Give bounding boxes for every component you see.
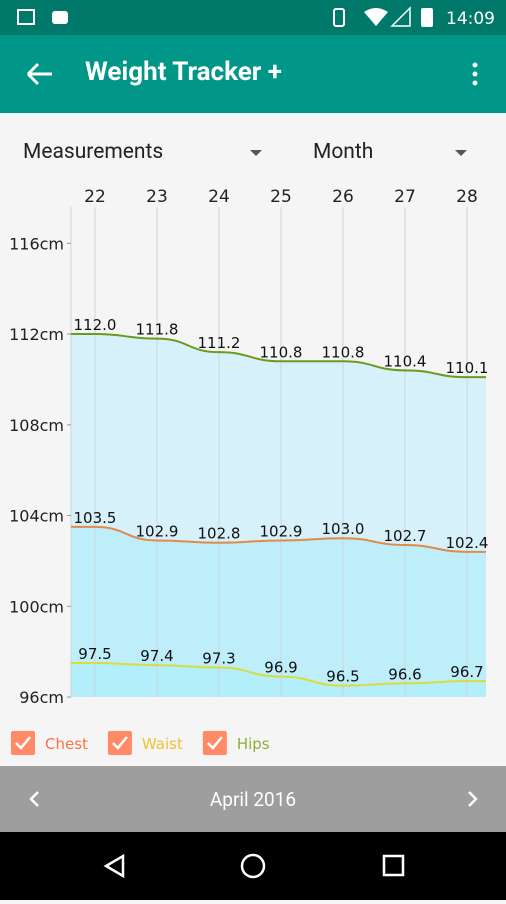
home-nav[interactable] [240,853,266,879]
legend-check [206,736,223,750]
status-icons: 14:09 [17,6,495,29]
dropdown-arrows [250,150,467,156]
status-bar: 14:09 [0,0,506,35]
month-bar: April 2016 [0,766,506,832]
data-label: 112.0 [74,316,117,334]
data-label: 96.7 [450,663,483,681]
legend-checkbox[interactable] [11,731,35,755]
y-tick-label: 108cm [9,416,64,435]
legend-check [15,736,31,750]
x-tick-label: 23 [146,187,168,207]
data-label: 97.5 [78,645,111,663]
series-line [94,333,468,379]
legend-label: Hips [237,735,270,753]
app-title: Weight Tracker + [85,57,282,87]
recents-nav[interactable] [382,854,405,877]
data-label: 110.1 [446,359,489,377]
y-tick-label: 100cm [9,597,64,616]
data-label: 110.4 [384,352,427,370]
legend-checkbox[interactable] [107,731,132,755]
next-month[interactable] [468,791,478,807]
measurement-dropdown[interactable]: Measurements [23,140,164,164]
month-label: April 2016 [209,788,297,811]
vibrate-icon [333,8,345,27]
wifi-icon [364,8,388,26]
data-label: 96.5 [326,668,359,686]
x-tick-label: 22 [84,187,106,207]
data-label: 103.0 [322,520,365,538]
data-label: 111.2 [198,334,241,352]
menu-dot[interactable] [472,62,478,68]
gallery-icon [17,9,35,25]
back-button[interactable] [26,62,52,86]
android-icon [52,11,68,24]
data-label: 102.4 [446,534,489,552]
y-tick-label: 96cm [19,688,64,707]
x-tick-label: 28 [456,187,478,207]
data-label: 102.9 [260,522,303,540]
y-tick-label: 112cm [9,325,64,344]
x-tick-label: 27 [394,187,416,207]
data-label: 96.6 [388,665,421,683]
data-label: 102.7 [384,527,427,545]
data-label: 102.8 [198,525,241,543]
data-label: 111.8 [136,321,179,339]
nav-bar [0,832,506,900]
dropdown-arrow[interactable] [250,150,262,156]
x-tick-label: 26 [332,187,354,207]
menu-dot[interactable] [472,80,478,86]
clock: 14:09 [446,9,495,29]
y-tick-label: 104cm [9,507,64,526]
data-label: 97.3 [202,650,235,668]
period-dropdown[interactable]: Month [313,140,374,164]
data-label: 102.9 [136,522,179,540]
series-line [94,525,468,553]
month-arrows [29,791,478,807]
dropdown-arrow[interactable] [455,150,467,156]
area-fill [71,662,486,697]
data-label: 97.4 [140,647,173,665]
back-nav[interactable] [103,853,125,879]
battery-icon [421,8,433,27]
legend-checkbox[interactable] [202,731,227,755]
data-label: 110.8 [260,343,303,361]
signal-icon [390,6,411,27]
app-bar: Weight Tracker + [0,35,506,113]
prev-month[interactable] [29,791,39,807]
data-label: 110.8 [322,343,365,361]
nav-icons [103,853,405,879]
x-tick-label: 25 [270,187,292,207]
app-bar-icons [26,62,478,86]
legend-check [112,736,128,750]
menu-dot[interactable] [472,71,478,77]
chart: 22 23 24 25 26 27 28 96cm 100cm 104cm 108cm 112cm 11… [9,187,489,755]
data-label: 103.5 [74,509,117,527]
data-label: 96.9 [264,659,297,677]
area-fill [71,526,486,697]
legend-label: Waist [142,735,183,753]
legend-label: Chest [45,735,88,753]
x-tick-label: 24 [208,187,230,207]
series-line [94,661,468,687]
y-tick-label: 116cm [9,234,64,253]
